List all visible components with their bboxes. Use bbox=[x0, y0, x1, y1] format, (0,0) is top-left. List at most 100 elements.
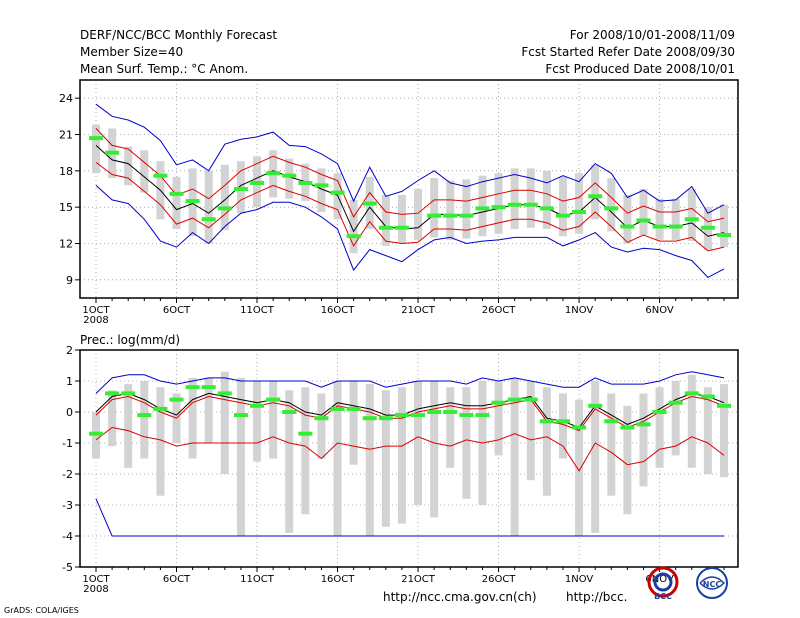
y-tick-label: 24 bbox=[59, 92, 73, 105]
inner-band-upper-line bbox=[95, 395, 725, 432]
member-mean-marker bbox=[169, 397, 184, 402]
header-left-member-size: Member Size=40 bbox=[80, 45, 184, 59]
ensemble-range-box bbox=[285, 390, 294, 533]
member-mean-marker bbox=[201, 217, 216, 222]
member-mean-marker bbox=[700, 225, 715, 230]
footer-url-bcc[interactable]: http://bcc. bbox=[566, 590, 628, 604]
ensemble-range-box bbox=[639, 189, 648, 236]
ensemble-range-box bbox=[124, 146, 133, 186]
member-mean-marker bbox=[378, 416, 393, 421]
member-mean-marker bbox=[89, 136, 103, 141]
member-mean-marker bbox=[201, 385, 216, 390]
member-mean-marker bbox=[153, 406, 168, 411]
member-mean-marker bbox=[250, 180, 265, 185]
x-tick-label: 1NOV bbox=[565, 305, 594, 316]
member-mean-marker bbox=[217, 206, 232, 211]
outer-band-upper-line bbox=[95, 371, 725, 394]
member-mean-marker bbox=[475, 206, 490, 211]
ensemble-range-box bbox=[317, 393, 326, 459]
y-tick-label: 1 bbox=[66, 375, 73, 388]
member-mean-marker bbox=[652, 410, 667, 414]
member-mean-marker bbox=[459, 413, 474, 418]
member-mean-marker bbox=[604, 206, 619, 211]
member-mean-marker bbox=[459, 213, 474, 218]
ensemble-range-box bbox=[720, 204, 728, 248]
ensemble-range-box bbox=[397, 387, 406, 524]
x-tick-label: 21OCT bbox=[401, 574, 436, 585]
member-mean-marker bbox=[572, 425, 587, 430]
ensemble-range-box bbox=[381, 195, 390, 246]
x-year-label: 2008 bbox=[83, 315, 108, 326]
y-tick-label: 9 bbox=[66, 274, 73, 287]
member-mean-marker bbox=[684, 217, 699, 222]
ensemble-range-box bbox=[655, 198, 664, 240]
outer-band-lower-line bbox=[95, 498, 724, 537]
member-mean-marker bbox=[153, 173, 168, 178]
member-mean-marker bbox=[362, 201, 377, 206]
ensemble-range-box bbox=[510, 377, 519, 536]
inner-band-lower-line bbox=[95, 162, 725, 252]
ensemble-range-box bbox=[414, 381, 423, 505]
ensemble-range-box bbox=[687, 374, 696, 468]
inner-band-lower-line bbox=[95, 426, 725, 472]
ensemble-range-box bbox=[494, 381, 503, 456]
ensemble-range-box bbox=[92, 124, 100, 174]
ensemble-range-box bbox=[526, 381, 535, 481]
x-year-label: 2008 bbox=[83, 584, 108, 595]
ncc-logo-text: NCC bbox=[703, 580, 722, 589]
member-mean-marker bbox=[346, 406, 361, 411]
member-mean-marker bbox=[717, 403, 731, 408]
ncc-logo: NCC bbox=[696, 567, 728, 599]
ensemble-range-box bbox=[446, 387, 455, 468]
member-mean-marker bbox=[684, 391, 699, 396]
member-mean-marker bbox=[539, 419, 554, 424]
member-mean-marker bbox=[266, 171, 281, 176]
y-tick-label: 21 bbox=[59, 129, 73, 142]
ensemble-range-box bbox=[349, 199, 358, 254]
x-tick-label: 26OCT bbox=[482, 574, 517, 585]
member-mean-marker bbox=[282, 173, 297, 178]
plot-frame bbox=[79, 79, 739, 299]
member-mean-marker bbox=[314, 416, 329, 421]
ensemble-range-box bbox=[172, 176, 181, 229]
ensemble-range-box bbox=[253, 381, 262, 462]
ensemble-range-box bbox=[156, 387, 165, 496]
header-left-title: DERF/NCC/BCC Monthly Forecast bbox=[80, 28, 278, 42]
footer-url-ncc[interactable]: http://ncc.cma.gov.cn(ch) bbox=[383, 590, 537, 604]
header-right-start-date: Fcst Started Refer Date 2008/09/30 bbox=[521, 45, 735, 59]
y-tick-label: 15 bbox=[59, 201, 73, 214]
ensemble-range-box bbox=[671, 381, 680, 456]
x-tick-label: 6OCT bbox=[163, 305, 191, 316]
member-mean-marker bbox=[282, 410, 297, 414]
ensemble-range-box bbox=[349, 381, 358, 465]
y-tick-label: 2 bbox=[66, 344, 73, 357]
member-mean-marker bbox=[555, 419, 570, 424]
member-mean-marker bbox=[121, 391, 136, 396]
ensemble-range-box bbox=[140, 381, 149, 459]
ensemble-mean-line bbox=[95, 145, 725, 237]
member-mean-marker bbox=[652, 224, 667, 229]
ensemble-range-box bbox=[430, 381, 439, 518]
panel-title-prec: Prec.: log(mm/d) bbox=[80, 333, 180, 347]
ensemble-range-box bbox=[542, 170, 551, 229]
y-tick-label: -5 bbox=[62, 561, 73, 574]
outer-band-lower-line bbox=[95, 185, 725, 279]
y-tick-label: 18 bbox=[59, 165, 73, 178]
ensemble-range-box bbox=[220, 371, 229, 474]
ensemble-range-box bbox=[687, 189, 696, 242]
member-mean-marker bbox=[636, 422, 651, 427]
member-mean-marker bbox=[475, 413, 490, 418]
ensemble-range-box bbox=[430, 178, 439, 238]
x-tick-label: 21OCT bbox=[401, 305, 436, 316]
y-tick-label: -3 bbox=[62, 499, 73, 512]
member-mean-marker bbox=[346, 234, 361, 239]
ensemble-mean-line bbox=[95, 392, 725, 429]
member-mean-marker bbox=[250, 403, 265, 408]
ensemble-range-box bbox=[446, 180, 455, 240]
member-mean-marker bbox=[588, 194, 603, 199]
member-mean-marker bbox=[572, 210, 587, 215]
member-mean-marker bbox=[523, 202, 538, 207]
ensemble-range-box bbox=[623, 195, 632, 244]
member-mean-marker bbox=[169, 191, 184, 196]
